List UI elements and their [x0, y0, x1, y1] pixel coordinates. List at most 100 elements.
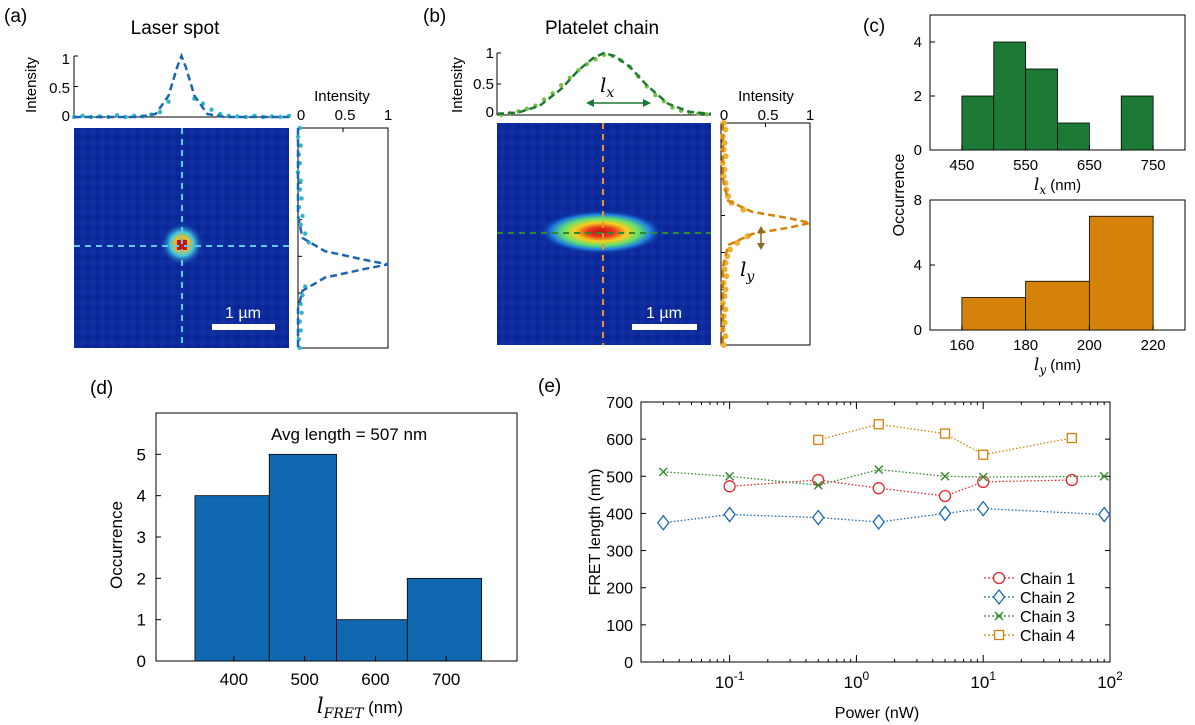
- panel-a-top-dot-17: [235, 114, 240, 119]
- panel-b-lx-label: lx: [600, 73, 614, 101]
- panel-e-series-2-point-1: [723, 506, 736, 523]
- panel-c-label: (c): [863, 16, 885, 37]
- panel-c-sub1-xtick-label-1: 180: [1013, 337, 1038, 354]
- panel-e-series-1-point-1: [812, 473, 825, 487]
- panel-a-top-dot-11: [166, 99, 171, 104]
- panel-e-series-3-point-1: [725, 471, 735, 481]
- panel-b-side-dot-16: [726, 246, 733, 253]
- panel-c-ylabel: Occurrence: [891, 154, 908, 237]
- panel-e-ylabel: FRET length (nm): [587, 469, 604, 596]
- panel-e-series-1-point-2: [872, 482, 885, 495]
- panel-d-ytick-label-2: 2: [137, 569, 146, 588]
- panel-b-lx-arrow-head-r: [643, 99, 651, 107]
- panel-b: (b) Platelet chain Intensity 0 0.5 1 lx …: [423, 6, 814, 348]
- panel-c-sub0-xtick-label-1: 550: [1013, 157, 1038, 174]
- panel-a-top-dot-14: [209, 107, 214, 112]
- panel-e-series-1-point-3: [938, 489, 952, 503]
- panel-a-top-profile: [71, 52, 292, 120]
- panel-a-top-fit-line: [74, 52, 289, 119]
- panel-c-sub0-bar-1: [993, 41, 1027, 151]
- panel-b-side-dot-20: [723, 273, 730, 280]
- panel-a-side-dot-6: [298, 178, 303, 183]
- panel-c-sub0-bar-5: [1120, 95, 1154, 151]
- panel-a-top-ytick-0: 0: [62, 108, 70, 125]
- panel-a-scalebar-label: 1 µm: [225, 305, 261, 322]
- panel-e-series-2-point-5: [976, 500, 990, 517]
- panel-b-top-dot-5: [541, 97, 547, 102]
- panel-e-xtick-label-2: 101: [970, 669, 996, 692]
- panel-a-side-fit-line: [296, 128, 389, 348]
- panel-e-legend-marker-2: [992, 588, 1006, 606]
- panel-a-top-frame: [74, 56, 289, 117]
- panel-a-side-xlabel: Intensity: [314, 88, 370, 105]
- panel-e-series-3-point-1-b: [725, 471, 735, 481]
- panel-e-series-3-point-3: [874, 465, 884, 475]
- panel-a-side-dot-12: [303, 231, 308, 236]
- panel-e-series-3-point-6-b: [1099, 471, 1109, 481]
- panel-b-side-frame: [720, 122, 811, 346]
- panel-e-legend-label-2: Chain 2: [1020, 590, 1075, 607]
- panel-e-legend-marker-3-b: [994, 611, 1004, 621]
- panel-a-side-xtick-2: 1: [384, 107, 392, 124]
- panel-b-side-dot-8: [720, 173, 727, 180]
- panel-a-side-dot-15: [300, 293, 305, 298]
- panel-e-ytick-label-1: 100: [606, 618, 633, 635]
- panel-c-sub0-bar-0: [961, 95, 995, 151]
- panel-c-sub1-bar-2: [1088, 215, 1154, 331]
- panel-a-side-xtick-1: 0.5: [335, 107, 356, 124]
- panel-b-top-dot-20: [670, 105, 675, 110]
- panel-d-xtick-label-1: 500: [290, 670, 318, 689]
- panel-a-top-ytick-1: 0.5: [49, 80, 70, 97]
- panel-d: (d) Occurrence 0 1 2 3 4 5 400 500 600 700 Avg le…: [90, 378, 518, 722]
- panel-a-top-dot-10: [157, 109, 163, 115]
- panel-c-sub1-xlabel: ly (nm): [1034, 355, 1081, 377]
- panel-e-legend: Chain 1 Chain 2 Chain 3 Chain 4: [984, 571, 1075, 645]
- panel-a-side-dot-2: [298, 143, 303, 148]
- panel-e-series-3-point-4: [940, 471, 950, 481]
- panel-d-ytick-label-1: 1: [137, 611, 146, 630]
- panel-e-series-3-point-6: [1099, 471, 1109, 481]
- panel-e-legend-marker-3: [994, 611, 1004, 621]
- panel-a-side-dot-11: [298, 222, 303, 227]
- panel-e-ytick-label-6: 600: [606, 432, 633, 449]
- panel-c-sub1-xtick-label-0: 160: [949, 337, 974, 354]
- panel-b-side-xtick-0: 0: [720, 107, 728, 124]
- panel-b-top-profile: [496, 51, 712, 118]
- panel-b-top-ytick-0: 0: [486, 104, 494, 121]
- panel-b-top-ytick-2: 1: [486, 45, 494, 62]
- panel-e-ytick-label-2: 200: [606, 581, 633, 598]
- panel-d-bar-0: [194, 495, 270, 662]
- panel-a-title: Laser spot: [131, 18, 220, 39]
- panel-c-sub0-xtick-label-3: 750: [1141, 157, 1166, 174]
- panel-b-ly-arrow-head-t: [757, 226, 765, 233]
- panel-a-spot-core: [177, 240, 187, 250]
- panel-c-sub0-ytick-label-1: 2: [914, 88, 922, 105]
- panel-b-top-dot-8: [567, 75, 572, 81]
- panel-e-frame: [640, 401, 1111, 663]
- panel-a-top-dot-1: [80, 113, 85, 118]
- panel-e-series-3-point-0-b: [658, 467, 668, 477]
- panel-b-top-ylabel: Intensity: [449, 57, 466, 113]
- panel-e-legend-label-4: Chain 4: [1020, 628, 1075, 645]
- panel-d-xtick-label-3: 700: [432, 670, 460, 689]
- panel-e-line-chart: 0 100 200 300 400 500 600 700 10-1 100 101 102: [606, 395, 1123, 692]
- panel-d-ytick-label-3: 3: [137, 528, 146, 547]
- panel-e-legend-label-3: Chain 3: [1020, 609, 1075, 626]
- panel-e-series-3-point-2-b: [813, 480, 823, 490]
- panel-e-series-4-point-0: [813, 434, 824, 446]
- panel-b-top-dot-18: [653, 92, 658, 98]
- panel-b-top-dot-3: [524, 106, 530, 112]
- panel-e-series-3-point-3-b: [874, 465, 884, 475]
- panel-e-series-1-point-5: [1065, 473, 1078, 487]
- panel-e-series-3-point-4-b: [940, 471, 950, 481]
- panel-d-label: (d): [90, 378, 113, 399]
- panel-b-scalebar-label: 1 µm: [646, 305, 682, 322]
- panel-c-sub0-xlabel: lx (nm): [1034, 175, 1081, 197]
- panel-e-series-4-line: [818, 423, 1072, 456]
- panel-e-series-2-point-3: [872, 513, 886, 531]
- panel-b-side-dot-3: [721, 139, 728, 146]
- panel-c-sub1-xtick-label-2: 200: [1077, 337, 1102, 354]
- panel-b-top-fit-line: [496, 51, 712, 116]
- panel-a: (a) Laser spot Intensity 0 0.5 1 1 µm In…: [4, 6, 392, 351]
- panel-b-side-fit-line: [721, 123, 811, 345]
